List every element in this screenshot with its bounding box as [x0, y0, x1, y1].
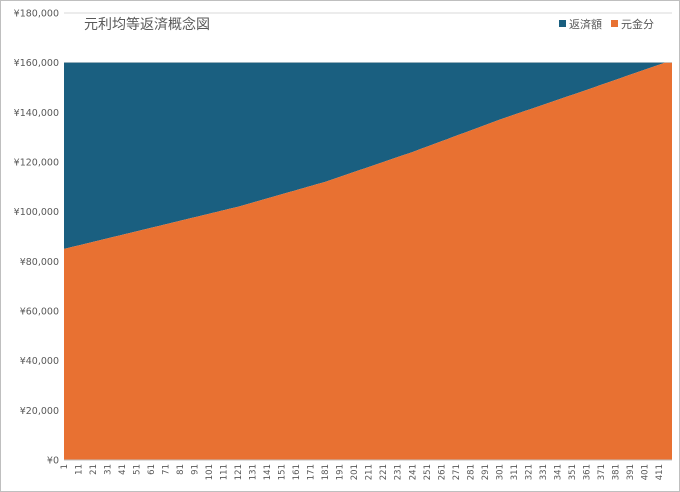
x-tick-label: 321 — [524, 464, 534, 480]
x-tick-label: 211 — [365, 464, 375, 480]
y-tick-label: ¥60,000 — [20, 307, 59, 318]
x-tick-label: 361 — [582, 464, 592, 480]
x-tick-label: 291 — [481, 464, 491, 480]
x-tick-label: 341 — [553, 464, 563, 480]
y-tick-label: ¥120,000 — [14, 158, 59, 169]
x-tick-label: 391 — [626, 464, 636, 480]
x-tick-label: 141 — [263, 464, 273, 480]
y-tick-label: ¥80,000 — [20, 257, 59, 268]
x-tick-label: 71 — [162, 464, 172, 475]
x-tick-label: 351 — [568, 464, 578, 480]
x-tick-label: 221 — [379, 464, 389, 480]
area-principal — [64, 62, 672, 460]
x-tick-label: 301 — [495, 464, 505, 480]
x-tick-label: 371 — [597, 464, 607, 480]
legend: 返済額 元金分 — [559, 17, 654, 31]
area-repayment — [64, 62, 672, 249]
x-tick-label: 161 — [292, 464, 302, 480]
x-tick-label: 241 — [408, 464, 418, 480]
x-tick-label: 1 — [60, 464, 70, 469]
x-tick-label: 21 — [89, 464, 99, 475]
y-tick-label: ¥100,000 — [14, 207, 59, 218]
x-tick-label: 191 — [336, 464, 346, 480]
legend-label-principal: 元金分 — [621, 17, 654, 31]
x-tick-label: 201 — [350, 464, 360, 480]
x-tick-label: 401 — [640, 464, 650, 480]
x-tick-label: 331 — [539, 464, 549, 480]
x-tick-label: 41 — [118, 464, 128, 475]
x-tick-label: 311 — [510, 464, 520, 480]
x-tick-label: 171 — [307, 464, 317, 480]
x-tick-label: 31 — [104, 464, 114, 475]
x-tick-label: 251 — [423, 464, 433, 480]
x-tick-label: 61 — [147, 464, 157, 475]
x-tick-label: 111 — [220, 464, 230, 480]
x-tick-label: 151 — [278, 464, 288, 480]
x-tick-label: 271 — [452, 464, 462, 480]
y-tick-label: ¥20,000 — [20, 406, 59, 417]
y-tick-label: ¥40,000 — [20, 356, 59, 367]
x-tick-label: 51 — [133, 464, 143, 475]
x-tick-label: 81 — [176, 464, 186, 475]
chart-areas — [64, 62, 672, 461]
x-tick-label: 281 — [466, 464, 476, 480]
chart-title: 元利均等返済概念図 — [84, 16, 210, 33]
y-tick-label: ¥180,000 — [14, 9, 59, 20]
x-tick-label: 411 — [655, 464, 665, 480]
x-tick-label: 11 — [75, 464, 85, 475]
x-tick-label: 101 — [205, 464, 215, 480]
x-tick-label: 91 — [191, 464, 201, 475]
x-tick-label: 381 — [611, 464, 621, 480]
x-tick-label: 231 — [394, 464, 404, 480]
y-axis-ticks: ¥0 ¥20,000 ¥40,000 ¥60,000 ¥80,000 ¥100,000 ¥1… — [14, 9, 59, 467]
y-tick-label: ¥160,000 — [14, 58, 59, 69]
x-axis-ticks: 1 11 21 31 41 51 61 71 81 91 101 111 121 131 141 151 161… — [60, 464, 665, 480]
y-tick-label: ¥0 — [47, 456, 59, 467]
x-tick-label: 131 — [249, 464, 259, 480]
legend-label-repayment: 返済額 — [569, 17, 602, 31]
x-tick-label: 181 — [321, 464, 331, 480]
x-tick-label: 121 — [234, 464, 244, 480]
x-tick-label: 261 — [437, 464, 447, 480]
legend-swatch-repayment — [559, 20, 566, 27]
y-tick-label: ¥140,000 — [14, 108, 59, 119]
legend-swatch-principal — [611, 20, 618, 27]
